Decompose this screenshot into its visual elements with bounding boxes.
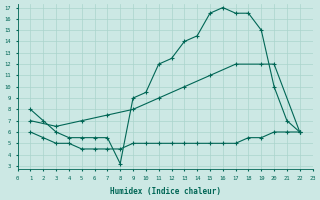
X-axis label: Humidex (Indice chaleur): Humidex (Indice chaleur): [109, 187, 220, 196]
